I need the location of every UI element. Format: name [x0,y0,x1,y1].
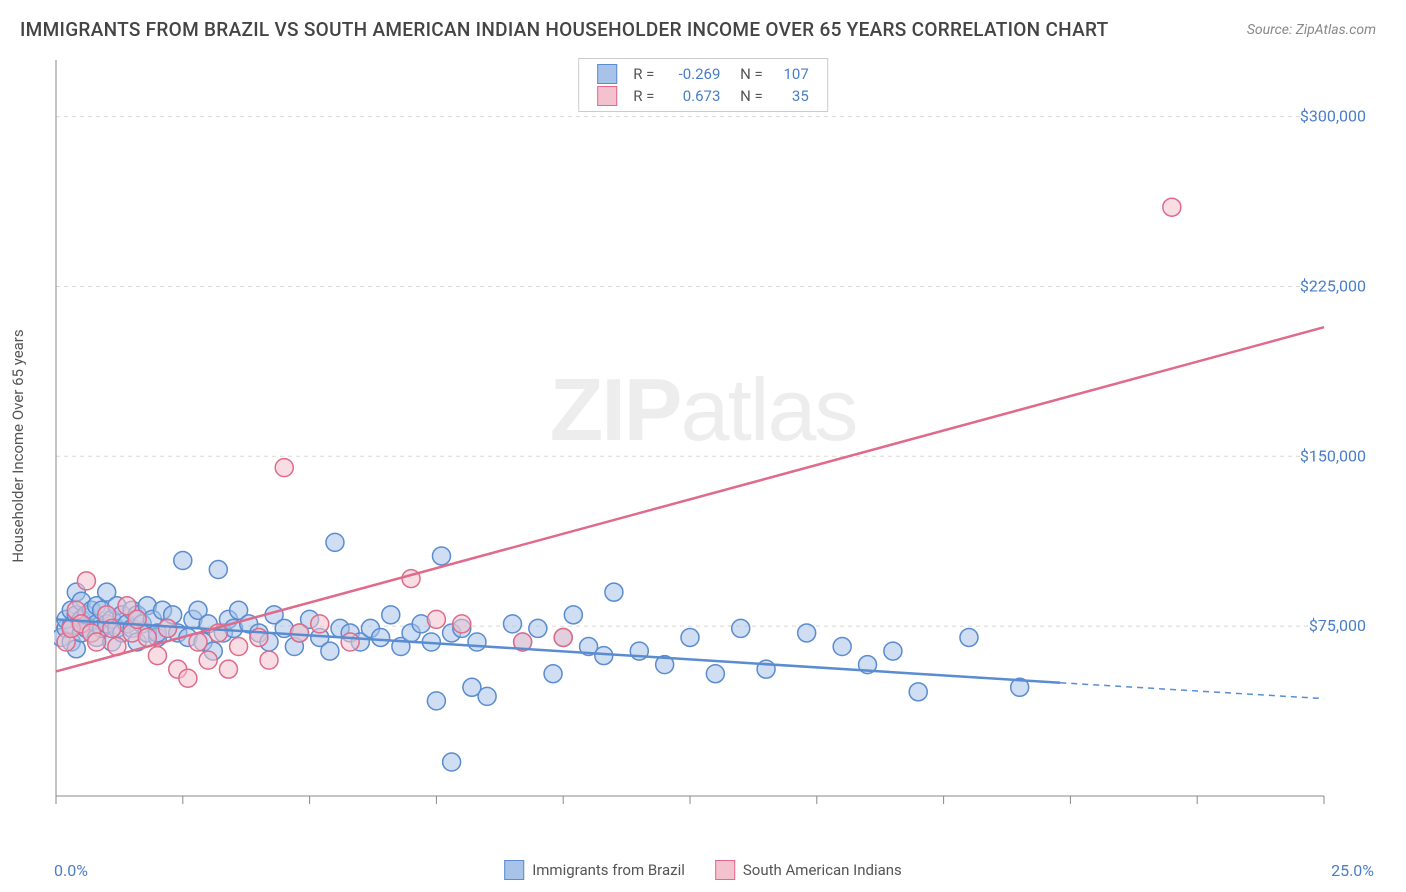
svg-text:$75,000: $75,000 [1309,616,1366,635]
svg-text:$225,000: $225,000 [1300,276,1366,295]
legend-item: South American Indians [715,860,902,880]
source-attribution: Source: ZipAtlas.com [1247,22,1376,38]
y-axis-label: Householder Income Over 65 years [9,329,27,562]
x-axis-min-label: 0.0% [54,861,88,880]
x-axis-max-label: 25.0% [1331,861,1374,880]
legend-item: Immigrants from Brazil [504,860,685,880]
svg-text:$300,000: $300,000 [1300,107,1366,126]
chart-title: IMMIGRANTS FROM BRAZIL VS SOUTH AMERICAN… [20,18,1109,41]
series-legend: Immigrants from Brazil South American Ind… [504,860,902,880]
scatter-plot: $75,000 $150,000 $225,000 $300,000 [54,56,1374,826]
correlation-legend: R =-0.269 N =107R =0.673 N =35 [578,58,828,112]
svg-text:$150,000: $150,000 [1300,446,1366,465]
